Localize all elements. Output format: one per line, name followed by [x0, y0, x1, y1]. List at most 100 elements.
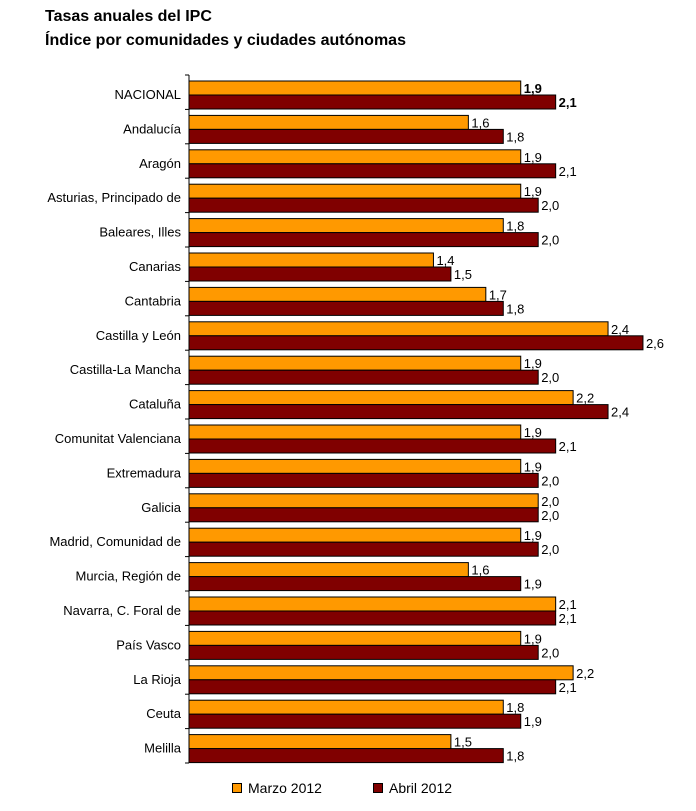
bar-abril [188, 610, 557, 626]
bar-abril [188, 507, 539, 523]
category-label: Cataluña [129, 397, 182, 412]
bar-marzo [188, 665, 574, 681]
category-label: Ceuta [146, 706, 181, 721]
bar-abril [188, 713, 522, 729]
category-label: País Vasco [116, 637, 181, 652]
bar-marzo [188, 390, 574, 406]
bar-abril [188, 335, 644, 351]
legend-item-marzo: Marzo 2012 [232, 778, 322, 798]
data-label: 2,2 [576, 391, 594, 406]
data-label: 1,8 [506, 129, 524, 144]
data-label: 1,5 [454, 735, 472, 750]
category-label: Aragón [139, 156, 181, 171]
bar-marzo [188, 424, 522, 440]
bar-abril [188, 232, 539, 248]
data-label: 1,8 [506, 700, 524, 715]
category-label: Andalucía [123, 121, 182, 136]
bar-abril [188, 541, 539, 557]
bar-marzo [188, 630, 522, 646]
bar-abril [188, 94, 557, 110]
bar-marzo [188, 321, 609, 337]
category-label: Castilla-La Mancha [70, 362, 182, 377]
legend-label-marzo: Marzo 2012 [248, 780, 322, 796]
data-label: 1,8 [506, 749, 524, 764]
bar-marzo [188, 458, 522, 474]
legend-label-abril: Abril 2012 [389, 780, 453, 796]
bar-marzo [188, 80, 522, 96]
legend-swatch-marzo [232, 783, 242, 793]
data-label: 2,0 [541, 198, 559, 213]
bar-marzo [188, 218, 504, 234]
bar-marzo [188, 286, 487, 302]
data-label: 1,9 [524, 459, 542, 474]
bar-marzo [188, 355, 522, 371]
legend-item-abril: Abril 2012 [373, 778, 452, 798]
bar-abril [188, 128, 504, 144]
category-label: Navarra, C. Foral de [63, 603, 181, 618]
bar-abril [188, 163, 557, 179]
bar-marzo [188, 562, 469, 578]
data-label: 1,9 [524, 356, 542, 371]
data-label: 1,9 [524, 81, 542, 96]
data-label: 1,9 [524, 184, 542, 199]
data-label: 2,4 [611, 322, 629, 337]
chart-subtitle: Índice por comunidades y ciudades autóno… [45, 32, 406, 49]
data-label: 1,9 [524, 714, 542, 729]
data-label: 1,8 [506, 219, 524, 234]
category-label: Castilla y León [96, 328, 181, 343]
category-label: Cantabria [125, 293, 182, 308]
bar-abril [188, 266, 452, 282]
data-label: 1,9 [524, 577, 542, 592]
legend-swatch-abril [373, 783, 383, 793]
data-label: 2,0 [541, 233, 559, 248]
data-label: 1,9 [524, 150, 542, 165]
data-label: 1,9 [524, 631, 542, 646]
bar-abril [188, 472, 539, 488]
data-label: 2,0 [541, 645, 559, 660]
data-label: 1,5 [454, 267, 472, 282]
chart-title: Tasas anuales del IPC [45, 8, 212, 25]
bar-abril [188, 197, 539, 213]
category-label: Murcia, Región de [76, 569, 182, 584]
bar-abril [188, 576, 522, 592]
bar-abril [188, 748, 504, 764]
category-label: Canarias [129, 259, 182, 274]
bar-marzo [188, 596, 557, 612]
bar-marzo [188, 734, 452, 750]
data-label: 1,4 [436, 253, 454, 268]
data-label: 1,9 [524, 528, 542, 543]
bar-marzo [188, 252, 434, 268]
bar-marzo [188, 699, 504, 715]
bar-marzo [188, 183, 522, 199]
data-label: 2,1 [559, 164, 577, 179]
category-label: NACIONAL [115, 87, 181, 102]
data-label: 2,6 [646, 336, 664, 351]
bar-abril [188, 438, 557, 454]
category-label: Asturias, Principado de [47, 190, 181, 205]
category-label: Baleares, Illes [99, 225, 181, 240]
data-label: 2,0 [541, 494, 559, 509]
data-label: 2,1 [559, 611, 577, 626]
data-label: 2,4 [611, 405, 629, 420]
data-label: 2,0 [541, 508, 559, 523]
bar-abril [188, 644, 539, 660]
data-label: 1,6 [471, 115, 489, 130]
bar-marzo [188, 149, 522, 165]
category-label: Comunitat Valenciana [55, 431, 182, 446]
data-label: 1,8 [506, 301, 524, 316]
category-label: Melilla [144, 741, 182, 756]
data-label: 2,2 [576, 666, 594, 681]
bar-abril [188, 300, 504, 316]
data-label: 1,6 [471, 563, 489, 578]
category-label: Madrid, Comunidad de [49, 534, 181, 549]
data-label: 2,0 [541, 370, 559, 385]
bar-marzo [188, 493, 539, 509]
category-label: Galicia [141, 500, 182, 515]
data-label: 2,1 [559, 680, 577, 695]
data-label: 2,0 [541, 542, 559, 557]
category-label: La Rioja [133, 672, 181, 687]
data-label: 1,9 [524, 425, 542, 440]
data-label: 2,1 [559, 439, 577, 454]
bar-marzo [188, 114, 469, 130]
